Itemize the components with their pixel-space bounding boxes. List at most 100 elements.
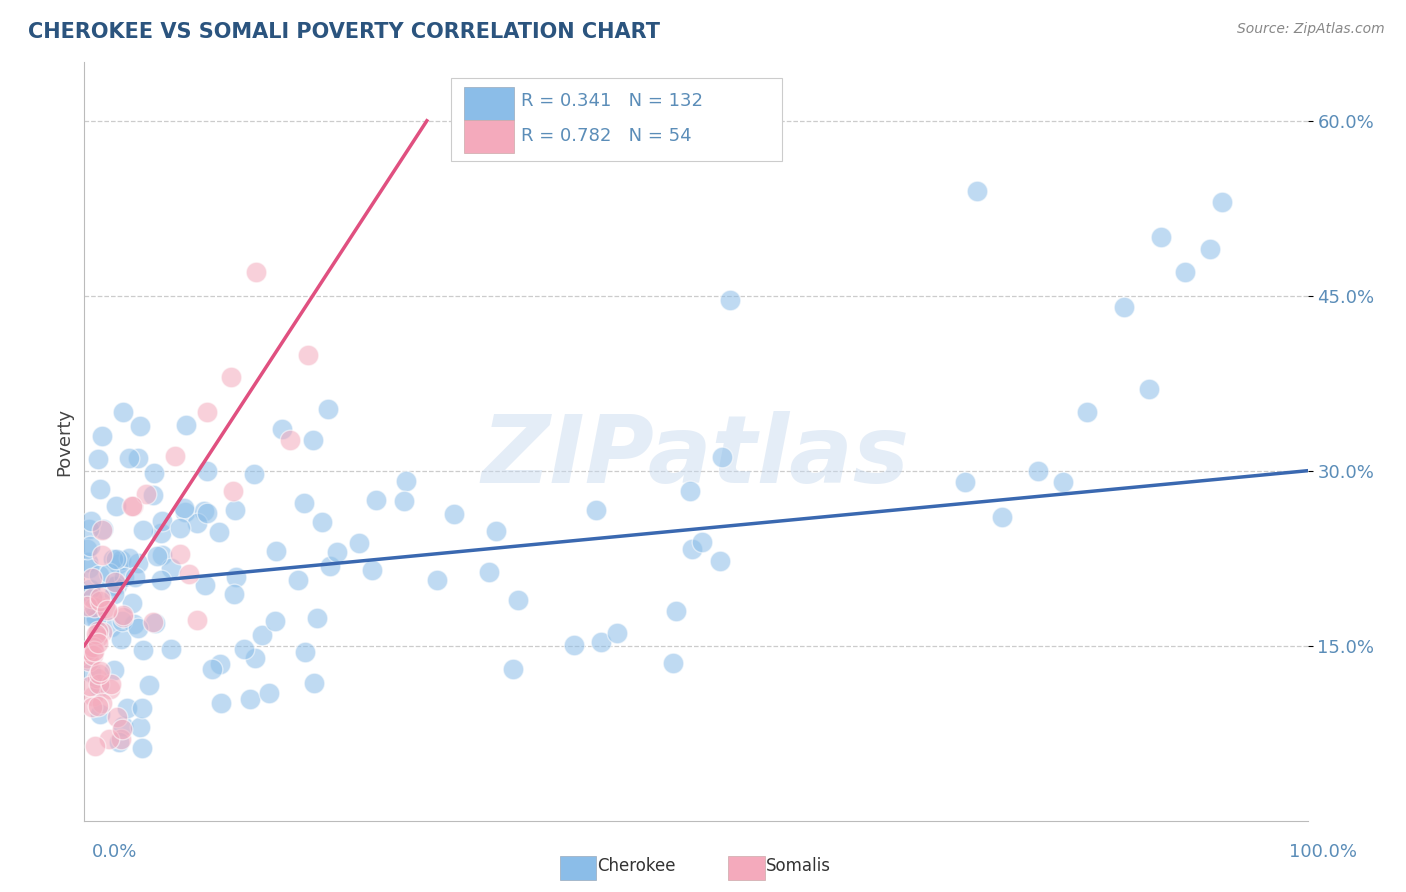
Point — [89, 707, 111, 722]
Text: R = 0.782   N = 54: R = 0.782 N = 54 — [522, 127, 692, 145]
Point — [89, 664, 111, 678]
Point — [186, 516, 208, 530]
Point — [105, 552, 128, 566]
Point — [79, 608, 101, 623]
Point — [98, 682, 121, 697]
Text: Source: ZipAtlas.com: Source: ZipAtlas.com — [1237, 22, 1385, 37]
Text: 100.0%: 100.0% — [1289, 843, 1357, 861]
Point — [585, 503, 607, 517]
Point — [966, 184, 988, 198]
Point — [209, 657, 232, 672]
Point — [319, 559, 342, 574]
Point — [91, 429, 114, 443]
Point — [118, 450, 141, 465]
Point — [87, 667, 110, 681]
Point — [195, 405, 218, 419]
Point — [142, 488, 165, 502]
Point — [83, 644, 105, 658]
Point — [127, 557, 149, 571]
Point — [665, 604, 688, 618]
Point — [80, 515, 103, 529]
Point — [364, 493, 387, 508]
Point — [91, 624, 114, 639]
Point — [242, 467, 264, 481]
Point — [443, 507, 465, 521]
Point — [110, 632, 132, 647]
Point — [307, 611, 329, 625]
Point — [111, 608, 134, 623]
Point — [208, 525, 231, 540]
Point — [111, 723, 134, 737]
Point — [100, 620, 122, 634]
Point — [297, 348, 319, 362]
Point — [89, 594, 111, 608]
Point — [127, 621, 149, 635]
Point — [111, 718, 134, 732]
Point — [264, 614, 287, 628]
FancyBboxPatch shape — [464, 87, 513, 120]
Point — [79, 523, 101, 537]
Point — [392, 494, 415, 508]
Point — [311, 515, 333, 529]
Point — [107, 734, 129, 748]
Point — [224, 503, 246, 517]
Point — [107, 557, 129, 571]
Point — [76, 599, 98, 614]
Point — [591, 635, 613, 649]
Point — [122, 499, 145, 513]
Point — [149, 573, 172, 587]
Point — [194, 578, 217, 592]
FancyBboxPatch shape — [451, 78, 782, 161]
Point — [104, 575, 127, 590]
Point — [1174, 265, 1197, 279]
Point — [87, 624, 110, 638]
Point — [86, 630, 108, 644]
Point — [257, 685, 280, 699]
Point — [87, 680, 110, 694]
Point — [1052, 475, 1074, 490]
Point — [103, 579, 125, 593]
Point — [94, 601, 117, 615]
Point — [606, 626, 628, 640]
Text: CHEROKEE VS SOMALI POVERTY CORRELATION CHART: CHEROKEE VS SOMALI POVERTY CORRELATION C… — [28, 22, 661, 42]
Point — [186, 613, 208, 627]
Point — [76, 541, 98, 556]
Point — [690, 535, 713, 549]
Point — [76, 643, 98, 657]
Point — [245, 265, 267, 279]
Point — [79, 539, 101, 553]
Point — [129, 418, 152, 433]
Point — [142, 615, 165, 630]
Point — [1028, 464, 1050, 478]
Point — [219, 370, 242, 384]
Point — [89, 482, 111, 496]
Point — [222, 587, 245, 601]
Point — [1076, 405, 1098, 419]
Point — [325, 545, 347, 559]
Point — [485, 524, 508, 538]
Point — [111, 614, 134, 628]
Point — [112, 570, 135, 584]
Point — [1211, 195, 1233, 210]
Point — [103, 587, 125, 601]
Point — [426, 573, 449, 587]
Point — [1137, 382, 1160, 396]
Point — [132, 643, 155, 657]
Point — [124, 617, 146, 632]
Point — [225, 570, 247, 584]
Point — [86, 671, 108, 685]
Point — [160, 561, 183, 575]
Point — [131, 741, 153, 756]
Point — [201, 662, 224, 676]
Point — [87, 698, 110, 713]
Y-axis label: Poverty: Poverty — [55, 408, 73, 475]
Point — [681, 542, 703, 557]
Text: Somalis: Somalis — [766, 857, 831, 875]
Point — [83, 600, 105, 615]
Point — [84, 607, 107, 622]
Point — [245, 651, 267, 665]
Point — [173, 501, 195, 516]
Point — [110, 731, 132, 746]
Point — [502, 662, 524, 676]
Point — [174, 505, 197, 519]
